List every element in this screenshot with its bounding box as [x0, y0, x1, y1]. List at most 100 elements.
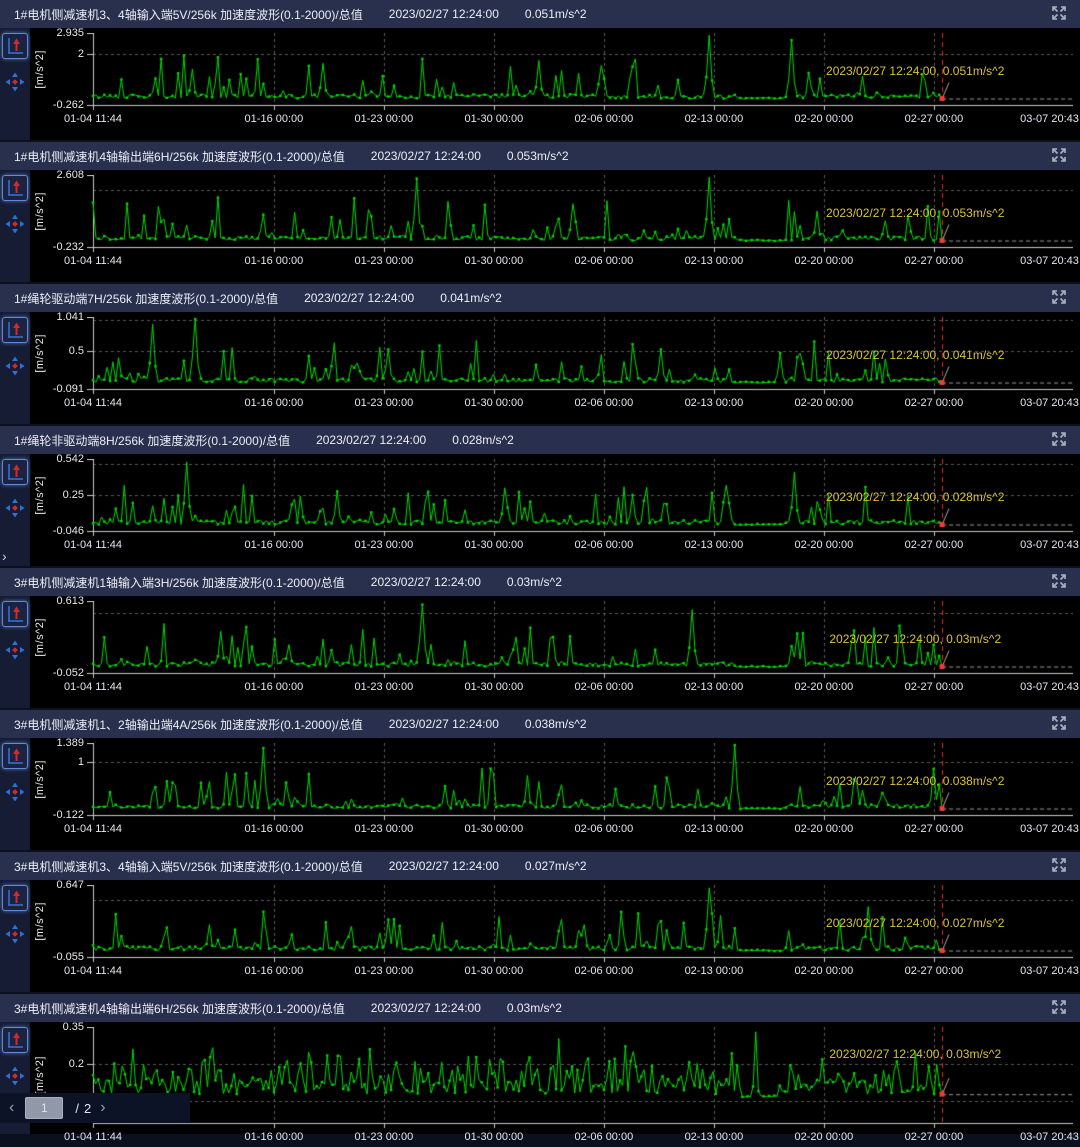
plot-area[interactable]: 2023/02/27 12:24:00, 0.038m/s^2 [87, 743, 1073, 821]
x-tick-label: 01-04 11:44 [64, 823, 122, 835]
x-tick-label: 01-23 00:00 [354, 681, 414, 693]
x-tick-label: 02-27 00:00 [904, 1131, 964, 1143]
expand-icon[interactable] [1050, 5, 1068, 23]
x-tick-label: 01-04 11:44 [64, 1131, 122, 1143]
x-tick-label: 01-04 11:44 [64, 113, 122, 125]
y-tick-label: 0.647 [56, 879, 84, 891]
x-tick-label: 02-06 00:00 [574, 965, 634, 977]
trend-chart-icon[interactable] [2, 743, 28, 769]
expand-icon[interactable] [1050, 431, 1068, 449]
x-tick-label: 02-20 00:00 [794, 539, 854, 551]
x-tick-label: 02-13 00:00 [684, 823, 744, 835]
x-tick-label: 01-30 00:00 [464, 255, 524, 267]
panel-current-value: 0.03m/s^2 [506, 1001, 562, 1015]
panel-timestamp: 2023/02/27 12:24:00 [370, 575, 481, 589]
panel-current-value: 0.038m/s^2 [524, 717, 587, 731]
x-tick-label: 02-13 00:00 [684, 255, 744, 267]
move-icon[interactable] [5, 214, 25, 237]
x-tick-label: 01-16 00:00 [244, 113, 304, 125]
x-tick-label: 02-13 00:00 [684, 681, 744, 693]
trend-chart-icon[interactable] [2, 885, 28, 911]
trend-panel: 1#绳轮驱动端7H/256k 加速度波形(0.1-2000)/总值 2023/0… [0, 284, 1080, 424]
next-page-button[interactable]: › [91, 1100, 114, 1116]
plot-area[interactable]: 2023/02/27 12:24:00, 0.03m/s^2 [87, 601, 1073, 679]
trend-chart-icon[interactable] [2, 175, 28, 201]
plot-area[interactable]: 2023/02/27 12:24:00, 0.028m/s^2 [87, 459, 1073, 537]
trend-chart-icon[interactable] [2, 459, 28, 485]
x-tick-label: 01-23 00:00 [354, 965, 414, 977]
y-tick-label: -0.091 [52, 383, 84, 395]
x-tick-label: 02-20 00:00 [794, 681, 854, 693]
move-icon[interactable] [5, 1066, 25, 1089]
expand-icon[interactable] [1050, 573, 1068, 591]
panel-title: 3#电机侧减速机1、2轴输出端4A/256k 加速度波形(0.1-2000)/总… [14, 717, 363, 732]
cursor-annotation: 2023/02/27 12:24:00, 0.051m/s^2 [826, 64, 1005, 79]
panel-timestamp: 2023/02/27 12:24:00 [304, 291, 415, 305]
x-tick-label: 03-07 20:43 [1020, 681, 1079, 693]
page-separator: / [75, 1100, 79, 1116]
y-tick-label: -0.055 [52, 951, 84, 963]
move-icon[interactable] [5, 924, 25, 947]
move-icon[interactable] [5, 640, 25, 663]
y-tick-label: 0.35 [62, 1021, 84, 1033]
plot-area[interactable]: 2023/02/27 12:24:00, 0.027m/s^2 [87, 885, 1073, 963]
trend-chart-icon[interactable] [2, 33, 28, 59]
plot-area[interactable]: 2023/02/27 12:24:00, 0.03m/s^2 [87, 1027, 1073, 1129]
sidebar-expand-chevron[interactable]: › [2, 548, 7, 564]
panel-current-value: 0.051m/s^2 [524, 7, 587, 21]
x-tick-label: 02-13 00:00 [684, 965, 744, 977]
y-tick-label: 1.041 [56, 311, 84, 323]
expand-icon[interactable] [1050, 999, 1068, 1017]
x-tick-label: 02-20 00:00 [794, 823, 854, 835]
x-tick-label: 02-20 00:00 [794, 255, 854, 267]
x-tick-label: 02-27 00:00 [904, 539, 964, 551]
y-axis-unit: [m/s^2] [32, 743, 48, 815]
x-tick-label: 01-16 00:00 [244, 1131, 304, 1143]
move-icon[interactable] [5, 356, 25, 379]
cursor-annotation: 2023/02/27 12:24:00, 0.03m/s^2 [829, 632, 1002, 647]
cursor-annotation: 2023/02/27 12:24:00, 0.038m/s^2 [826, 774, 1005, 789]
expand-icon[interactable] [1050, 715, 1068, 733]
current-page-button[interactable]: 1 [25, 1097, 64, 1119]
panel-title: 1#绳轮驱动端7H/256k 加速度波形(0.1-2000)/总值 [14, 291, 279, 306]
x-tick-label: 02-06 00:00 [574, 113, 634, 125]
cursor-annotation: 2023/02/27 12:24:00, 0.041m/s^2 [826, 348, 1005, 363]
x-axis-ticks: 01-04 11:44 01-16 00:00 01-23 00:00 01-30 0… [64, 397, 1079, 413]
y-tick-label: 2.608 [56, 169, 84, 181]
x-tick-label: 01-23 00:00 [354, 397, 414, 409]
move-icon[interactable] [5, 72, 25, 95]
trend-chart-icon[interactable] [2, 1027, 28, 1053]
x-tick-label: 01-16 00:00 [244, 255, 304, 267]
plot-area[interactable]: 2023/02/27 12:24:00, 0.051m/s^2 [87, 33, 1073, 111]
trend-chart-icon[interactable] [2, 317, 28, 343]
move-icon[interactable] [5, 782, 25, 805]
trend-chart-icon[interactable] [2, 601, 28, 627]
plot-area[interactable]: 2023/02/27 12:24:00, 0.041m/s^2 [87, 317, 1073, 395]
y-tick-label: -0.232 [52, 241, 84, 253]
expand-icon[interactable] [1050, 147, 1068, 165]
prev-page-button[interactable]: ‹ [0, 1100, 23, 1116]
cursor-annotation: 2023/02/27 12:24:00, 0.03m/s^2 [829, 1047, 1002, 1062]
panel-current-value: 0.027m/s^2 [524, 859, 587, 873]
panel-current-value: 0.028m/s^2 [452, 433, 514, 447]
expand-icon[interactable] [1050, 857, 1068, 875]
panel-title: 1#电机侧减速机4轴输出端6H/256k 加速度波形(0.1-2000)/总值 [14, 149, 345, 164]
x-tick-label: 02-27 00:00 [904, 397, 964, 409]
x-tick-label: 01-04 11:44 [64, 681, 122, 693]
panel-title: 1#绳轮非驱动端8H/256k 加速度波形(0.1-2000)/总值 [14, 433, 291, 448]
expand-icon[interactable] [1050, 289, 1068, 307]
y-tick-label: -0.052 [52, 667, 84, 679]
y-tick-label: 0.2 [68, 1057, 84, 1070]
x-tick-label: 02-20 00:00 [794, 397, 854, 409]
y-tick-label: 0.542 [56, 453, 84, 465]
move-icon[interactable] [5, 498, 25, 521]
panel-title: 3#电机侧减速机3、4轴输入端5V/256k 加速度波形(0.1-2000)/总… [14, 859, 363, 874]
plot-area[interactable]: 2023/02/27 12:24:00, 0.053m/s^2 [87, 175, 1073, 253]
x-tick-label: 02-13 00:00 [684, 1131, 744, 1143]
trend-panel: 3#电机侧减速机3、4轴输入端5V/256k 加速度波形(0.1-2000)/总… [0, 852, 1080, 992]
y-tick-label: 1.389 [56, 737, 84, 749]
waveform-canvas [87, 885, 1073, 963]
panel-header: 3#电机侧减速机4轴输出端6H/256k 加速度波形(0.1-2000)/总值 … [0, 994, 1080, 1022]
y-axis-unit-label: [m/s^2] [34, 191, 46, 231]
